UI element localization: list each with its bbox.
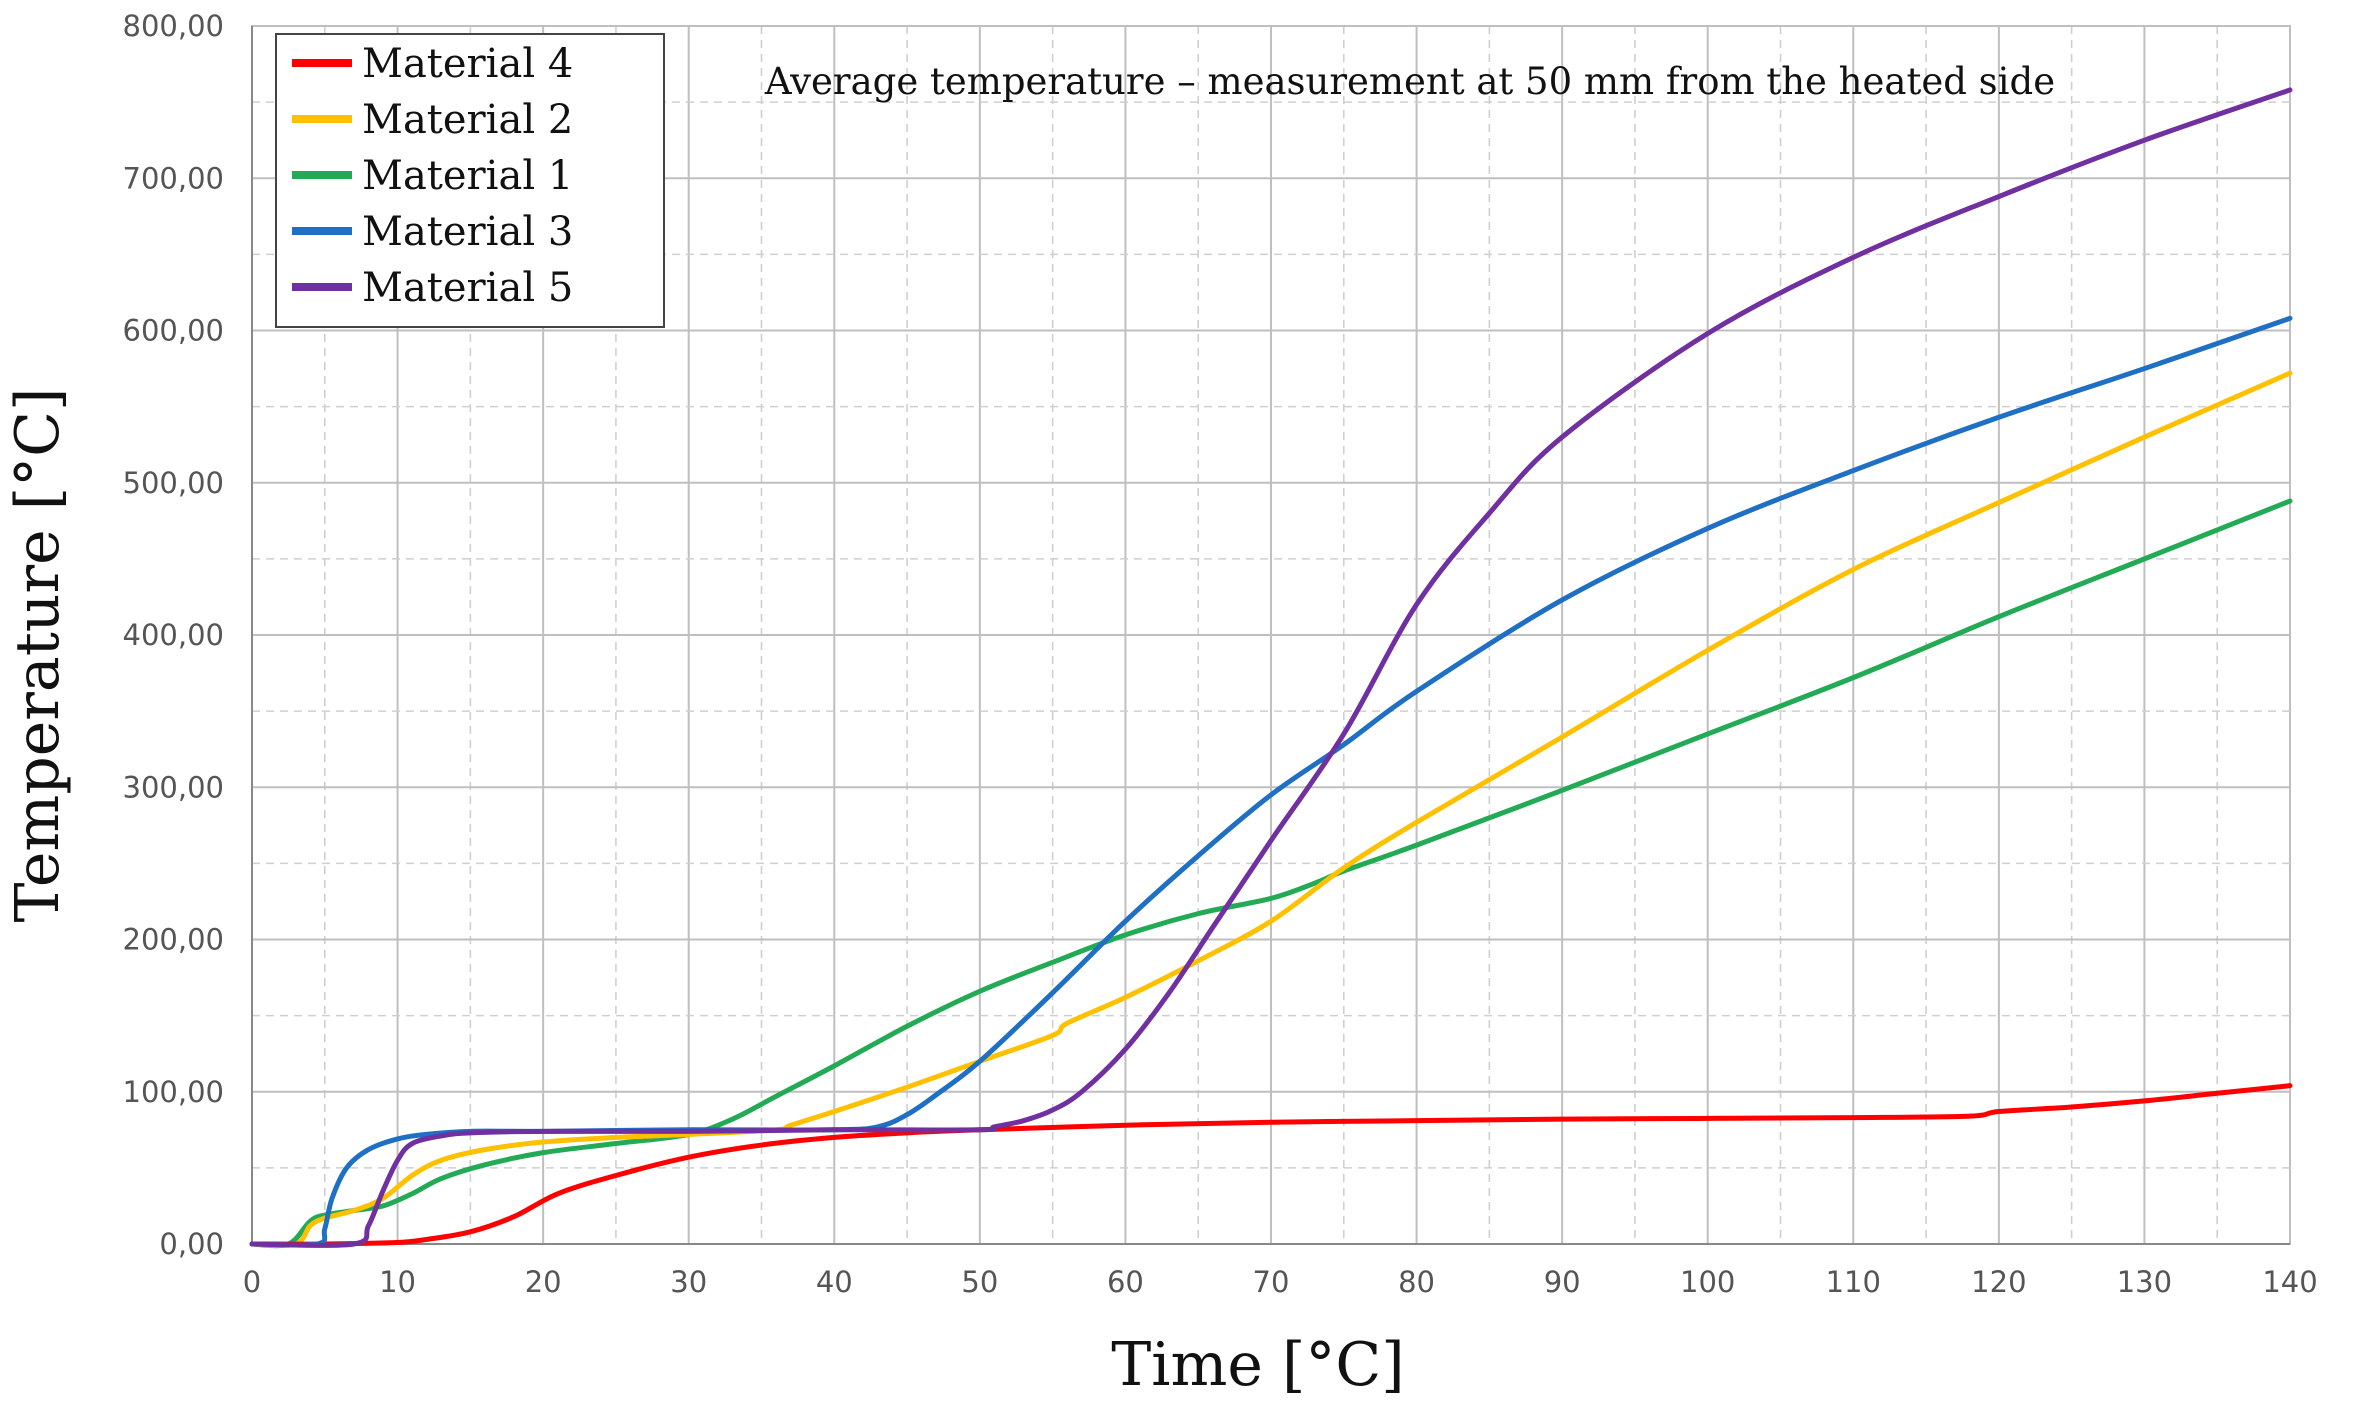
x-tick-label: 10 [379,1265,416,1299]
y-tick-label: 700,00 [123,161,224,195]
x-tick-label: 80 [1398,1265,1435,1299]
y-tick-label: 100,00 [123,1075,224,1109]
legend-label: Material 5 [362,265,573,311]
x-tick-label: 70 [1253,1265,1290,1299]
y-tick-label: 500,00 [123,466,224,500]
legend-label: Material 3 [362,209,573,255]
x-axis-title: Time [°C] [1111,1330,1404,1400]
y-tick-label: 600,00 [123,314,224,348]
x-tick-label: 30 [670,1265,707,1299]
y-tick-label: 0,00 [159,1227,224,1261]
chart-title: Average temperature – measurement at 50 … [764,60,2055,103]
series-line-material-4 [249,1083,2293,1247]
x-tick-label: 140 [2262,1265,2317,1299]
y-tick-label: 800,00 [123,9,224,43]
legend: Material 4 Material 2 Material 1 Material 3… [275,33,665,328]
series-line-material-3 [249,315,2293,1248]
y-tick-label: 200,00 [123,923,224,957]
y-axis-title: Temperature [°C] [3,388,73,923]
series-line-material-5 [249,87,2293,1248]
legend-label: Material 1 [362,153,573,199]
series-line-material-1 [249,498,2293,1249]
series-line-material-2 [249,370,2293,1248]
x-tick-label: 0 [243,1265,261,1299]
x-tick-label: 130 [2117,1265,2172,1299]
x-tick-label: 90 [1544,1265,1581,1299]
legend-label: Material 4 [362,41,573,87]
y-tick-label: 300,00 [123,770,224,804]
x-tick-label: 20 [525,1265,562,1299]
x-tick-label: 120 [1971,1265,2026,1299]
x-tick-label: 110 [1826,1265,1881,1299]
legend-box [275,33,665,328]
x-tick-label: 40 [816,1265,853,1299]
x-tick-label: 60 [1107,1265,1144,1299]
y-tick-label: 400,00 [123,618,224,652]
legend-label: Material 2 [362,97,573,143]
x-tick-label: 50 [961,1265,998,1299]
axes: 0 10 20 30 40 50 60 70 80 90 100 110 120 130 140 0,00 10… [123,9,2318,1299]
x-tick-label: 100 [1680,1265,1735,1299]
series-lines [249,87,2293,1249]
